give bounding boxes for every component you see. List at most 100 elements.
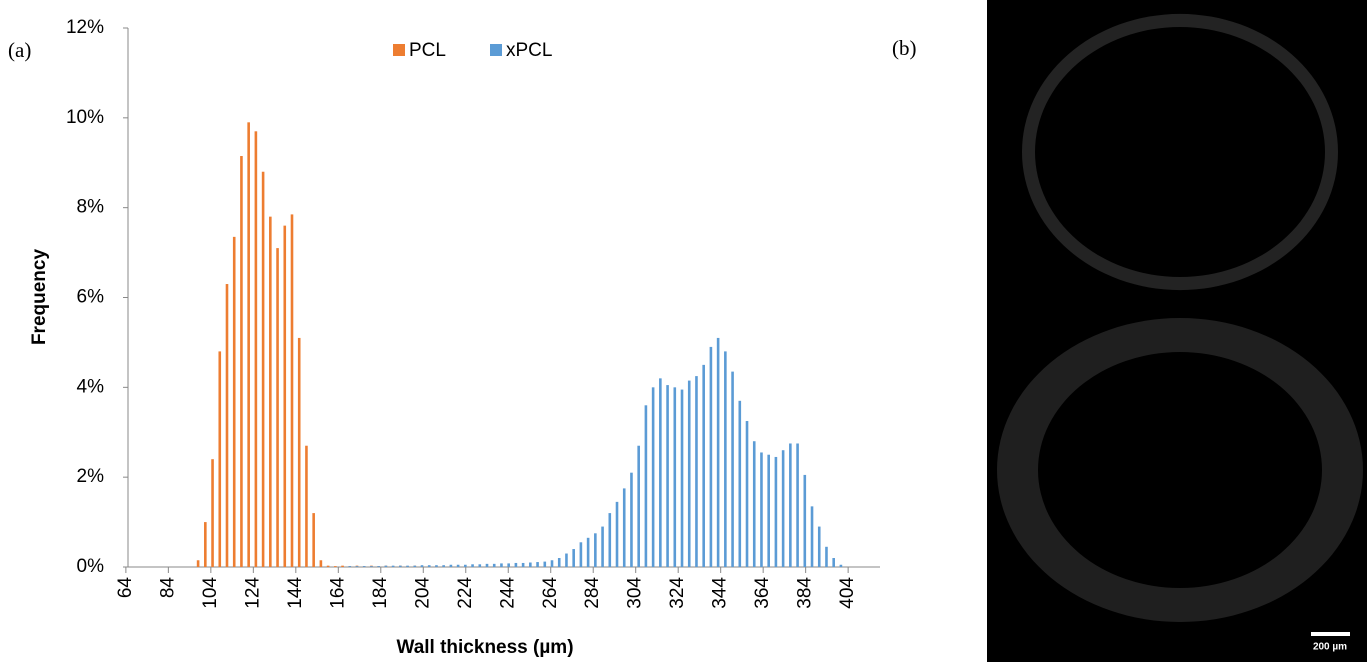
bar: [218, 351, 221, 567]
x-tick-label: 344: [710, 577, 731, 609]
bar: [666, 385, 669, 567]
legend-label: PCL: [409, 40, 446, 61]
bar: [688, 381, 691, 567]
bar: [348, 566, 351, 567]
bar: [320, 560, 323, 567]
bar: [197, 560, 200, 567]
bar: [652, 387, 655, 567]
bar: [255, 131, 258, 567]
bar: [406, 566, 409, 567]
bar: [673, 387, 676, 567]
y-tick-label: 10%: [66, 107, 104, 128]
bar: [608, 513, 611, 567]
bar: [262, 172, 265, 567]
bar: [710, 347, 713, 567]
x-tick-label: 404: [837, 577, 858, 609]
bar: [298, 338, 301, 567]
bar: [493, 564, 496, 567]
bar: [334, 566, 337, 567]
bar: [681, 390, 684, 567]
bar: [637, 446, 640, 567]
bar: [247, 122, 250, 567]
bar: [471, 564, 474, 567]
bar: [500, 563, 503, 567]
bar: [594, 533, 597, 567]
bar: [630, 473, 633, 567]
bar: [486, 564, 489, 567]
bar: [240, 156, 243, 567]
bar: [413, 566, 416, 567]
bar: [392, 566, 395, 567]
bar: [580, 542, 583, 567]
bar: [341, 566, 344, 567]
bar: [515, 563, 518, 567]
bar: [283, 226, 286, 567]
x-tick-label: 324: [667, 577, 688, 609]
x-tick-label: 284: [582, 577, 603, 609]
x-tick-label: 104: [200, 577, 221, 609]
bar: [587, 538, 590, 567]
y-tick-label: 2%: [77, 466, 105, 487]
x-tick-label: 164: [327, 577, 348, 609]
bar: [377, 566, 380, 567]
bar: [522, 563, 525, 567]
x-tick-label: 384: [795, 577, 816, 609]
bar: [738, 401, 741, 567]
bar: [775, 457, 778, 567]
bar: [551, 560, 554, 567]
x-tick-label: 364: [752, 577, 773, 609]
legend-swatch: [490, 44, 502, 56]
bar: [291, 214, 294, 567]
bar: [724, 351, 727, 567]
y-tick-label: 12%: [66, 17, 104, 38]
bar: [572, 549, 575, 567]
x-tick-label: 144: [285, 577, 306, 609]
x-tick-label: 224: [455, 577, 476, 609]
bar: [558, 558, 561, 567]
bar: [363, 566, 366, 567]
bar: [204, 522, 207, 567]
bar: [529, 563, 532, 567]
figure: (a) (b) Frequency Wall thickness (µm) 20…: [0, 0, 1367, 662]
y-tick-label: 0%: [77, 556, 105, 577]
legend-swatch: [393, 44, 405, 56]
bar: [760, 452, 763, 567]
panel-label: (b): [892, 36, 917, 60]
bar: [435, 565, 438, 567]
bar: [370, 566, 373, 567]
x-tick-label: 264: [540, 577, 561, 609]
x-axis-title: Wall thickness (µm): [396, 637, 573, 658]
bar: [421, 565, 424, 567]
bar: [804, 475, 807, 567]
y-tick-label: 8%: [77, 197, 105, 218]
bar: [746, 421, 749, 567]
bar: [450, 565, 453, 567]
bar: [478, 564, 481, 567]
bar: [832, 558, 835, 567]
bar: [825, 547, 828, 567]
bar: [399, 566, 402, 567]
x-tick-label: 64: [115, 577, 136, 599]
x-tick-label: 304: [625, 577, 646, 609]
bar: [327, 566, 330, 567]
bar: [623, 488, 626, 567]
bar: [796, 443, 799, 567]
bar: [695, 376, 698, 567]
legend-label: xPCL: [506, 40, 552, 61]
bar: [356, 566, 359, 567]
y-tick-label: 6%: [77, 287, 105, 308]
bar: [233, 237, 236, 567]
bar: [457, 565, 460, 567]
bar: [601, 527, 604, 567]
bar: [753, 441, 756, 567]
page: {"chart_data": {"type": "bar", "y_title"…: [0, 0, 1367, 662]
y-axis-title: Frequency: [29, 249, 50, 346]
bar: [565, 554, 568, 567]
x-tick-label: 84: [157, 577, 178, 599]
scale-bar: [1311, 632, 1350, 636]
bar: [536, 562, 539, 567]
bar: [645, 405, 648, 567]
panel-label: (a): [8, 38, 31, 62]
x-tick-label: 184: [370, 577, 391, 609]
bar: [385, 566, 388, 567]
